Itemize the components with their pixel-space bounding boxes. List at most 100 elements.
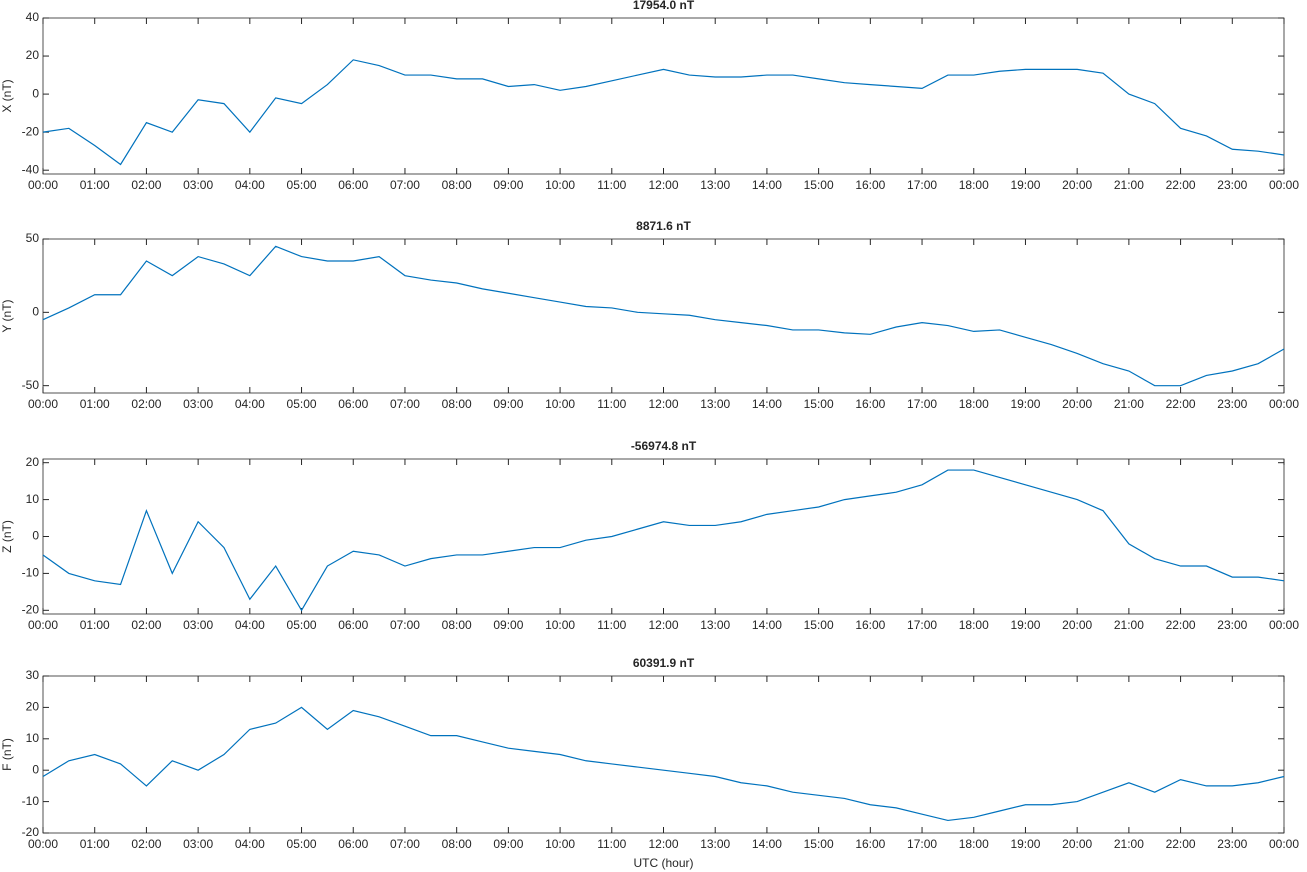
x-tick-label: 17:00 — [907, 397, 937, 411]
chart-title: 8871.6 nT — [636, 219, 691, 233]
x-tick-label: 14:00 — [752, 397, 782, 411]
y-tick-label: 0 — [32, 529, 39, 543]
y-axis-label: F (nT) — [0, 738, 14, 771]
x-tick-label: 10:00 — [545, 837, 575, 851]
y-tick-label: 20 — [26, 455, 40, 469]
x-tick-label: 12:00 — [648, 837, 678, 851]
y-tick-label: -20 — [22, 124, 40, 138]
y-tick-label: 0 — [32, 305, 39, 319]
x-tick-label: 02:00 — [131, 397, 161, 411]
x-tick-label: 12:00 — [648, 618, 678, 632]
x-tick-label: 09:00 — [493, 178, 523, 192]
x-tick-label: 09:00 — [493, 837, 523, 851]
x-axis-label: UTC (hour) — [633, 856, 693, 870]
y-tick-label: 20 — [26, 48, 40, 62]
x-tick-label: 14:00 — [752, 178, 782, 192]
x-tick-label: 14:00 — [752, 837, 782, 851]
y-tick-label: 0 — [32, 762, 39, 776]
x-tick-label: 00:00 — [28, 397, 58, 411]
x-tick-label: 12:00 — [648, 397, 678, 411]
data-line — [42, 469, 1285, 612]
x-tick-label: 19:00 — [1010, 837, 1040, 851]
x-tick-label: 02:00 — [131, 618, 161, 632]
data-line — [42, 59, 1285, 166]
x-tick-label: 08:00 — [442, 178, 472, 192]
y-axis-label: X (nT) — [0, 79, 14, 112]
y-tick-label: 30 — [26, 668, 40, 682]
x-tick-label: 13:00 — [700, 397, 730, 411]
x-tick-label: 18:00 — [959, 618, 989, 632]
x-tick-label: 16:00 — [855, 618, 885, 632]
x-tick-label: 21:00 — [1114, 618, 1144, 632]
chart-title: -56974.8 nT — [631, 439, 697, 453]
x-tick-label: 12:00 — [648, 178, 678, 192]
x-tick-label: 13:00 — [700, 837, 730, 851]
y-tick-label: 10 — [26, 731, 40, 745]
x-tick-label: 04:00 — [235, 397, 265, 411]
x-tick-label: 10:00 — [545, 618, 575, 632]
x-tick-label: 02:00 — [131, 178, 161, 192]
x-tick-label: 05:00 — [287, 178, 317, 192]
x-tick-label: 15:00 — [804, 618, 834, 632]
x-tick-label: 10:00 — [545, 397, 575, 411]
x-tick-label: 05:00 — [287, 397, 317, 411]
x-tick-label: 20:00 — [1062, 397, 1092, 411]
chart-title: 60391.9 nT — [633, 656, 695, 670]
x-tick-label: 16:00 — [855, 837, 885, 851]
x-tick-label: 03:00 — [183, 837, 213, 851]
x-tick-label: 17:00 — [907, 618, 937, 632]
x-tick-label: 11:00 — [597, 178, 626, 192]
x-tick-label: 15:00 — [804, 837, 834, 851]
x-tick-label: 06:00 — [338, 837, 368, 851]
x-tick-label: 07:00 — [390, 178, 420, 192]
x-tick-label: 09:00 — [493, 397, 523, 411]
x-tick-label: 06:00 — [338, 618, 368, 632]
x-tick-label: 18:00 — [959, 837, 989, 851]
x-tick-label: 23:00 — [1217, 397, 1247, 411]
y-tick-label: -50 — [22, 378, 40, 392]
plot-area — [42, 458, 1285, 615]
x-tick-label: 07:00 — [390, 618, 420, 632]
x-tick-label: 07:00 — [390, 837, 420, 851]
x-tick-label: 00:00 — [28, 178, 58, 192]
x-tick-label: 11:00 — [597, 618, 626, 632]
x-tick-label: 22:00 — [1166, 618, 1196, 632]
x-tick-label: 20:00 — [1062, 837, 1092, 851]
x-tick-label: 01:00 — [80, 837, 110, 851]
chart-title: 17954.0 nT — [633, 0, 695, 12]
x-tick-label: 17:00 — [907, 837, 937, 851]
y-axis-label: Y (nT) — [0, 299, 14, 332]
y-tick-label: 10 — [26, 492, 40, 506]
x-tick-label: 22:00 — [1166, 178, 1196, 192]
x-tick-label: 19:00 — [1010, 618, 1040, 632]
x-tick-label: 00:00 — [1269, 618, 1299, 632]
x-tick-label: 08:00 — [442, 397, 472, 411]
x-tick-label: 03:00 — [183, 397, 213, 411]
y-tick-label: -20 — [22, 602, 40, 616]
x-tick-label: 06:00 — [338, 178, 368, 192]
plot-area — [42, 17, 1285, 175]
x-tick-label: 13:00 — [700, 178, 730, 192]
x-tick-label: 18:00 — [959, 397, 989, 411]
x-tick-label: 23:00 — [1217, 618, 1247, 632]
x-tick-label: 16:00 — [855, 397, 885, 411]
x-tick-label: 23:00 — [1217, 837, 1247, 851]
x-tick-label: 00:00 — [1269, 837, 1299, 851]
x-tick-label: 11:00 — [597, 397, 626, 411]
x-tick-label: 02:00 — [131, 837, 161, 851]
x-tick-label: 22:00 — [1166, 837, 1196, 851]
y-axis-label: Z (nT) — [0, 520, 14, 553]
x-tick-label: 09:00 — [493, 618, 523, 632]
y-tick-label: 50 — [26, 231, 40, 245]
y-tick-label: -40 — [22, 162, 40, 176]
x-tick-label: 19:00 — [1010, 178, 1040, 192]
x-tick-label: 06:00 — [338, 397, 368, 411]
x-tick-label: 11:00 — [597, 837, 626, 851]
x-tick-label: 08:00 — [442, 837, 472, 851]
y-tick-label: -10 — [22, 794, 40, 808]
x-tick-label: 03:00 — [183, 618, 213, 632]
y-tick-label: -20 — [22, 825, 40, 839]
x-tick-label: 19:00 — [1010, 397, 1040, 411]
y-tick-label: 0 — [32, 86, 39, 100]
